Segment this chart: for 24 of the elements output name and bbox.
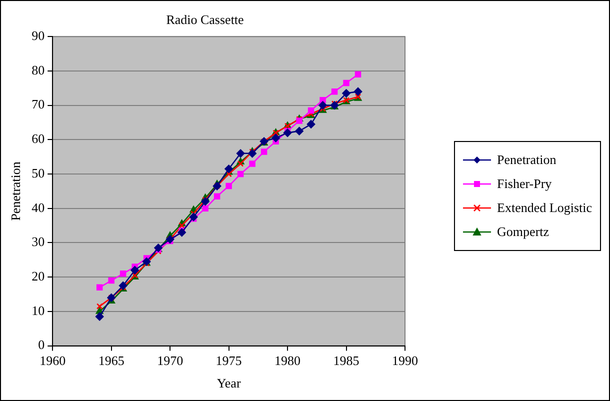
y-tick-label: 30: [32, 234, 45, 250]
y-tick-label: 0: [38, 337, 45, 352]
y-tick-label: 80: [32, 62, 45, 78]
chart-title: Radio Cassette: [166, 12, 244, 28]
y-axis-title: Penetration: [8, 161, 24, 221]
x-axis-title: Year: [216, 376, 242, 391]
x-tick-label: 1965: [98, 353, 124, 368]
legend-label: Fisher-Pry: [497, 176, 552, 192]
x-tick-label: 1960: [40, 353, 66, 368]
y-tick-label: 90: [32, 28, 45, 44]
y-tick-label: 20: [32, 268, 45, 284]
x-tick-label: 1970: [157, 353, 184, 368]
legend-label: Gompertz: [497, 224, 550, 240]
y-tick-label: 70: [32, 96, 45, 112]
y-tick-label: 60: [32, 131, 45, 146]
legend-label: Penetration: [497, 152, 556, 168]
x-tick-label: 1990: [392, 353, 418, 368]
x-tick-label: 1985: [333, 353, 360, 368]
y-tick-label: 10: [32, 302, 45, 318]
legend-label: Extended Logistic: [497, 200, 592, 216]
x-tick-label: 1980: [274, 353, 301, 368]
x-tick-label: 1975: [216, 353, 242, 368]
y-tick-label: 40: [32, 200, 45, 215]
y-tick-label: 50: [32, 165, 45, 180]
